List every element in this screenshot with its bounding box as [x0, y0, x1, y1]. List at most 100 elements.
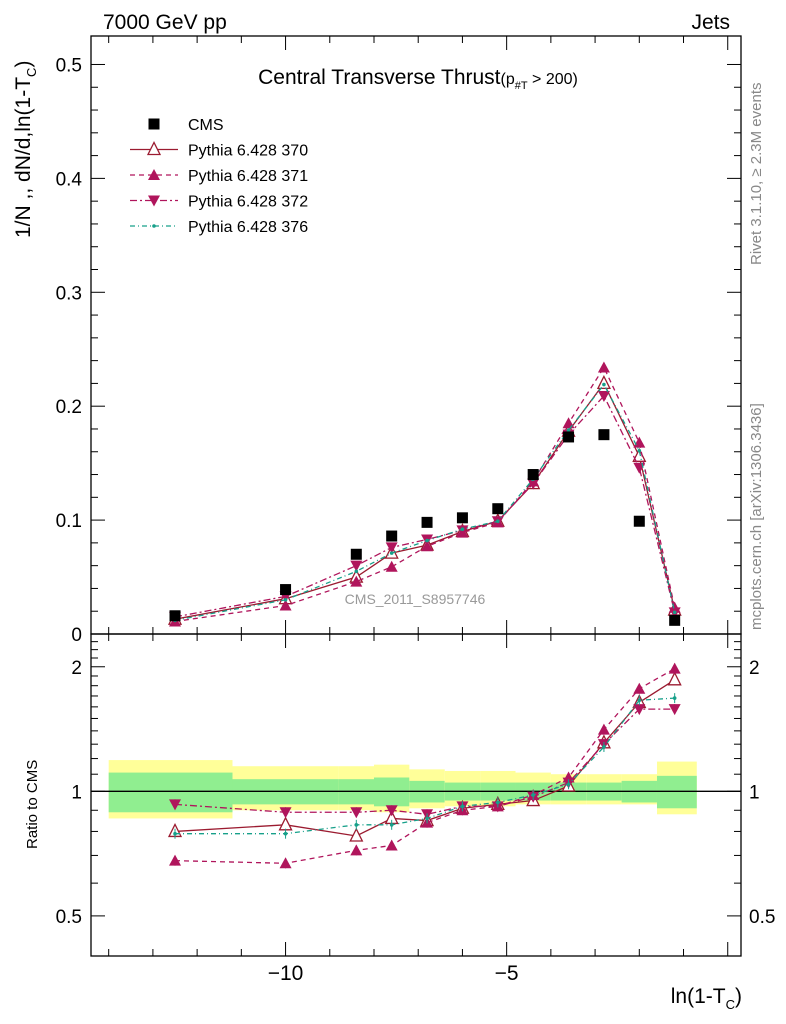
ratio-y-tick-label-right: 1 [749, 782, 760, 803]
y-tick-label: 0.2 [56, 397, 82, 418]
legend-marker-pythia-6-428-376 [152, 224, 156, 228]
x-tick-label: −10 [268, 962, 304, 985]
main-panel: 0 0.1 0.2 0.3 0.4 0.5 [56, 35, 742, 646]
series-line-pythia-6-428-370 [174, 382, 676, 620]
ratio-point-pythia-6-428-376 [566, 782, 571, 787]
y-tick-label: 0.1 [56, 511, 82, 532]
y-tick-label: 0.5 [56, 55, 82, 76]
x-axis-title: ln(1-TC) [671, 985, 742, 1012]
ratio-point-pythia-6-428-372 [668, 704, 681, 716]
main-y-axis-title: 1/N ,, dN/d,ln(1-TC) [12, 61, 39, 238]
point-cms [527, 469, 539, 481]
point-pythia-6-428-372 [527, 478, 540, 490]
point-pythia-6-428-376 [566, 428, 571, 432]
point-cms [669, 614, 681, 626]
y-axis-title-text: 1/N ,, dN/d,ln(1-T [12, 77, 35, 238]
point-pythia-6-428-376 [283, 598, 288, 602]
point-pythia-6-428-370 [596, 374, 611, 390]
x-axis-title-sub: C [726, 997, 735, 1012]
chart-title-text: Central Transverse Thrust [258, 66, 501, 89]
point-pythia-6-428-371 [350, 575, 363, 587]
rivet-version-text: Rivet 3.1.10, ≥ 2.3M events [748, 83, 765, 266]
series-line-pythia-6-428-371 [174, 366, 676, 623]
ratio-point-pythia-6-428-376 [173, 831, 177, 836]
series-line-pythia-6-428-372 [174, 394, 676, 618]
x-axis-title-close: ) [735, 985, 742, 1008]
ratio-line-pythia-6-428-372 [174, 708, 675, 815]
ratio-y-axis-title: Ratio to CMS [24, 760, 41, 849]
point-pythia-6-428-371 [633, 436, 646, 448]
ratio-point-pythia-6-428-371 [668, 662, 681, 674]
point-cms [421, 516, 433, 528]
ratio-point-pythia-6-428-372 [169, 799, 182, 811]
ratio-y-tick-label: 0.5 [56, 907, 82, 928]
series-line-pythia-6-428-376 [174, 383, 676, 621]
point-pythia-6-428-376 [389, 551, 394, 555]
ratio-point-pythia-6-428-372 [350, 807, 363, 819]
analysis-watermark: CMS_2011_S8957746 [345, 591, 486, 607]
x-axis-title-text: ln(1-T [671, 985, 726, 1008]
ratio-point-pythia-6-428-376 [602, 745, 606, 749]
ratio-point-pythia-6-428-376 [354, 823, 359, 827]
point-pythia-6-428-371 [421, 540, 434, 552]
legend-label-pythia-6-428-371: Pythia 6.428 371 [188, 168, 308, 185]
ratio-point-pythia-6-428-376 [672, 696, 677, 700]
energy-label: 7000 GeV pp [103, 11, 227, 34]
point-pythia-6-428-376 [496, 519, 500, 524]
ratio-point-pythia-6-428-376 [460, 804, 465, 809]
point-cms [350, 548, 362, 560]
ratio-line-pythia-6-428-371 [174, 668, 675, 864]
ratio-point-pythia-6-428-371 [597, 723, 610, 735]
chart-title-suffix-rest: > 200) [528, 71, 578, 88]
mcplots-source-text: mcplots.cern.ch [arXiv:1306.3436] [748, 403, 765, 630]
ratio-y-tick-label: 2 [71, 658, 82, 679]
point-pythia-6-428-376 [354, 569, 359, 574]
ratio-point-pythia-6-428-370 [349, 827, 364, 842]
point-cms [386, 530, 398, 542]
ratio-point-pythia-6-428-376 [496, 800, 500, 805]
point-pythia-6-428-372 [350, 560, 363, 572]
ratio-point-pythia-6-428-372 [279, 807, 292, 819]
ratio-point-pythia-6-428-370 [667, 671, 682, 686]
point-cms [563, 431, 575, 443]
legend-label-pythia-6-428-372: Pythia 6.428 372 [188, 194, 308, 211]
ratio-point-pythia-6-428-376 [389, 823, 394, 827]
ratio-point-pythia-6-428-372 [633, 704, 646, 716]
point-cms [633, 515, 645, 527]
chart-title-suffix-sub: #T [515, 80, 528, 92]
legend-label-pythia-6-428-370: Pythia 6.428 370 [188, 143, 308, 160]
ratio-point-pythia-6-428-371 [279, 857, 292, 869]
category-label: Jets [691, 11, 730, 34]
point-cms [456, 512, 468, 524]
legend-label-pythia-6-428-376: Pythia 6.428 376 [188, 219, 308, 236]
legend-marker-cms [148, 118, 160, 130]
ratio-point-pythia-6-428-370 [278, 816, 293, 831]
y-axis-title-sub: C [24, 68, 39, 77]
point-cms [280, 584, 292, 596]
ratio-y-tick-label-right: 0.5 [749, 907, 775, 928]
chart-title-suffix: (p [501, 71, 515, 88]
legend-marker-pythia-6-428-371 [148, 169, 160, 180]
x-tick-label: −5 [495, 962, 519, 985]
point-pythia-6-428-376 [672, 610, 677, 615]
chart-title: Central Transverse Thrust(p#T > 200) [258, 66, 578, 92]
ratio-point-pythia-6-428-371 [169, 854, 182, 866]
point-cms [492, 503, 504, 515]
ratio-point-pythia-6-428-371 [633, 682, 646, 694]
ratio-point-pythia-6-428-376 [283, 831, 288, 836]
point-pythia-6-428-371 [385, 560, 398, 572]
legend: CMS Pythia 6.428 370 Pythia 6.428 371 Pythi… [130, 117, 308, 236]
point-pythia-6-428-371 [562, 417, 575, 429]
point-pythia-6-428-376 [602, 382, 606, 387]
legend-marker-pythia-6-428-372 [148, 195, 160, 207]
ratio-point-pythia-6-428-371 [385, 839, 398, 851]
ratio-y-tick-label-right: 2 [749, 658, 760, 679]
point-cms [169, 610, 181, 622]
legend-label-cms: CMS [188, 117, 224, 134]
point-pythia-6-428-376 [425, 538, 429, 543]
ratio-point-pythia-6-428-376 [425, 816, 429, 821]
ratio-frame [90, 633, 742, 957]
point-cms [598, 429, 610, 441]
y-tick-label: 0 [71, 625, 82, 646]
